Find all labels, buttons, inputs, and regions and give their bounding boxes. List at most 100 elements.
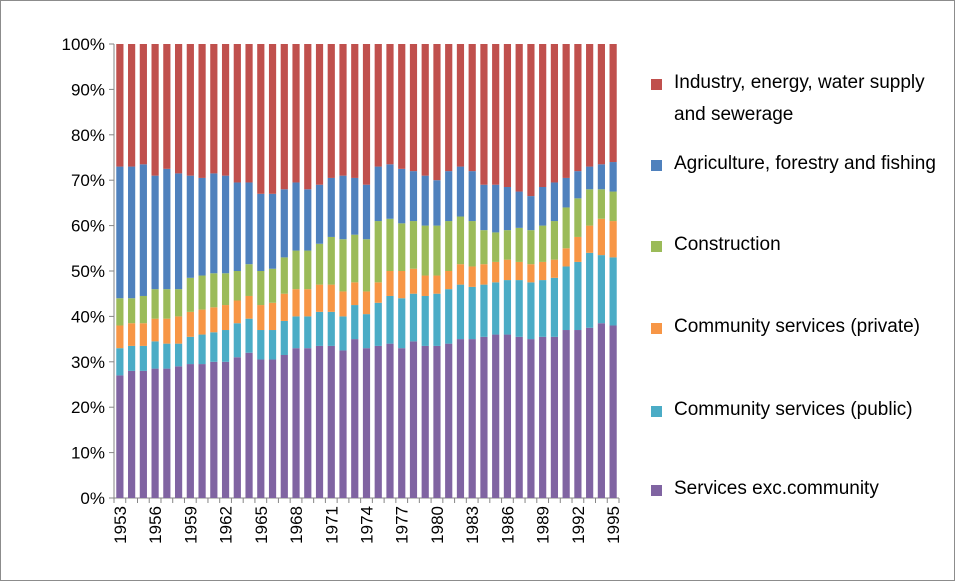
bar-segment [257,271,265,306]
x-tick-label: 1959 [181,506,200,544]
bar-segment [492,282,500,335]
bar-segment [151,341,159,369]
bar-segment [268,44,277,194]
bar-segment [351,305,359,340]
bar-segment [245,182,253,265]
bar-segment [550,259,559,278]
bar-segment [221,361,230,498]
bar-segment [315,243,324,285]
bar-segment [245,44,253,183]
bar-segment [151,318,159,342]
x-tick-label: 1971 [322,506,341,544]
bar-segment [280,354,288,498]
bar-segment [609,257,617,326]
x-tick-label: 1965 [252,506,271,544]
bar-segment [586,189,594,226]
bar-segment [456,44,465,167]
bar-segment [586,327,594,498]
bar-segment [609,191,617,222]
bar-segment [398,348,406,498]
bar-segment [515,336,523,498]
x-tick-label: 1953 [111,506,130,544]
bar-segment [468,339,476,498]
bar-segment [468,44,476,172]
bar-segment [186,336,194,365]
bar-segment [174,343,183,367]
bar-segment [186,277,194,312]
legend-label: Industry, energy, water supply and sewer… [674,72,925,125]
bar-segment [409,171,418,222]
bar-segment [468,171,476,222]
bar-segment [574,198,582,237]
bar-segment [151,289,159,319]
bar-segment [233,357,241,498]
bar-segment [386,343,394,498]
bar-segment [515,280,523,337]
bar-segment [292,182,300,251]
bar-segment [421,44,429,176]
y-tick-label: 50% [71,262,105,281]
bar-segment [445,44,453,172]
bar-segment [562,44,570,178]
bar-segment [128,44,136,167]
bar-segment [327,311,335,346]
bar-segment [456,284,465,340]
bar-segment [351,44,359,178]
bar-segment [280,44,288,190]
bar-segment [280,257,288,294]
bar-segment [245,318,253,353]
bar-segment [456,166,465,217]
bar-segment [480,336,488,498]
bar-segment [174,173,183,290]
bar-segment [374,302,382,346]
bar-segment [597,44,605,165]
bar-segment [550,221,559,260]
bar-segment [233,44,241,183]
bar-segment [527,339,535,498]
bar-segment [116,298,124,326]
bar-segment [339,175,347,240]
y-tick-label: 70% [71,171,105,190]
bar-segment [421,275,429,296]
bar-segment [280,320,288,355]
bar-segment [233,271,241,301]
bar-segment [233,323,241,358]
bar-segment [421,345,429,498]
bar-segment [210,273,218,308]
bar-segment [550,182,559,222]
y-tick-label: 60% [71,217,105,236]
bar-segment [433,225,441,276]
bar-segment [304,316,312,349]
bar-segment [398,223,406,271]
bar-segment [597,323,605,498]
legend-entry: Construction [651,234,946,261]
bar-segment [163,318,171,344]
bar-segment [492,334,500,498]
bar-segment [339,316,347,351]
bar-segment [398,298,406,349]
bar-segment [445,171,453,222]
bar-segment [233,300,241,324]
bar-segment [515,227,523,262]
bar-segment [609,221,617,258]
bar-segment [574,330,582,498]
bar-segment [210,44,218,174]
bar-segment [574,44,582,172]
bar-segment [398,271,406,299]
x-tick-label: 1977 [393,506,412,544]
bar-segment [586,166,594,190]
bar-segment [163,343,171,369]
bar-segment [351,339,359,498]
bar-segment [550,336,559,498]
bar-segment [327,345,335,498]
legend-entry: Agriculture, forestry and fishing [651,153,946,180]
bar-segment [128,323,136,346]
bar-segment [151,175,159,290]
bar-segment [362,291,371,315]
bar-segment [116,348,124,376]
bar-segment [233,182,241,271]
legend-label: Services exc.community [674,478,879,499]
bar-segment [574,261,582,331]
bar-segment [351,234,359,283]
